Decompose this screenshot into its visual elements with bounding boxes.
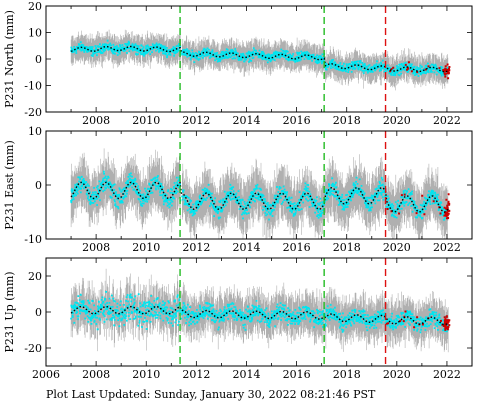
up-ytick-label: -20 (24, 342, 42, 355)
north-xtick-label: 2010 (132, 114, 160, 127)
north-ytick-label: -10 (24, 80, 42, 93)
up-xtick-label: 2018 (333, 368, 361, 381)
east-panel: 2008 2010 2012 2014 2016 2018 2020 2022 -10 0 10 P2… (3, 125, 473, 254)
north-xtick-label: 2018 (333, 114, 361, 127)
east-daily-points (70, 170, 450, 221)
east-ytick-label: 0 (35, 179, 42, 192)
east-xtick-label: 2018 (333, 241, 361, 254)
east-xtick-label: 2008 (82, 241, 110, 254)
north-panel: 2008 2010 2012 2014 2016 2018 2020 2022 -20 -10 0 1… (3, 0, 473, 127)
east-xtick-label: 2022 (433, 241, 461, 254)
east-xtick-label: 2020 (383, 241, 411, 254)
north-xtick-label: 2016 (283, 114, 311, 127)
north-rapid-points (389, 61, 451, 80)
east-y-axis-title: P231 East (mm) (3, 140, 16, 230)
north-xtick-label: 2012 (182, 114, 210, 127)
plot-last-updated: Plot Last Updated: Sunday, January 30, 2… (46, 388, 376, 401)
east-model-line (70, 181, 449, 213)
east-error-bars (70, 148, 449, 239)
north-ytick-label: -20 (24, 106, 42, 119)
north-xtick-label: 2022 (433, 114, 461, 127)
north-y-axis-title: P231 North (mm) (3, 10, 16, 108)
up-xtick-label: 2022 (433, 368, 461, 381)
east-ytick-label: 10 (28, 125, 42, 138)
up-xtick-label: 2016 (283, 368, 311, 381)
east-xtick-label: 2014 (232, 241, 260, 254)
up-xtick-label: 2012 (182, 368, 210, 381)
east-ytick-label: -10 (24, 233, 42, 246)
up-y-axis-title: P231 Up (mm) (3, 271, 16, 352)
east-xtick-label: 2010 (132, 241, 160, 254)
east-plot-area (70, 131, 451, 239)
up-rapid-points (385, 310, 451, 331)
up-xtick-label: 2014 (232, 368, 260, 381)
north-xtick-label: 2020 (383, 114, 411, 127)
up-daily-points (70, 291, 450, 334)
east-xtick-label: 2012 (182, 241, 210, 254)
up-xtick-label: 2006 (32, 368, 60, 381)
north-ytick-label: 20 (28, 0, 42, 13)
up-xtick-label: 2008 (82, 368, 110, 381)
north-plot-area (70, 6, 451, 112)
north-xtick-label: 2014 (232, 114, 260, 127)
up-xtick-label: 2020 (383, 368, 411, 381)
up-ytick-label: 0 (35, 306, 42, 319)
north-ytick-label: 10 (28, 27, 42, 40)
up-plot-area (70, 258, 451, 366)
north-error-bars (70, 29, 449, 91)
up-ytick-label: 20 (28, 270, 42, 283)
north-ytick-label: 0 (35, 53, 42, 66)
up-panel: 2006 2008 2010 2012 2014 2016 2018 2020 2022 -20 0… (3, 257, 473, 381)
east-xtick-label: 2016 (283, 241, 311, 254)
up-xtick-label: 2010 (132, 368, 160, 381)
north-xtick-label: 2008 (82, 114, 110, 127)
